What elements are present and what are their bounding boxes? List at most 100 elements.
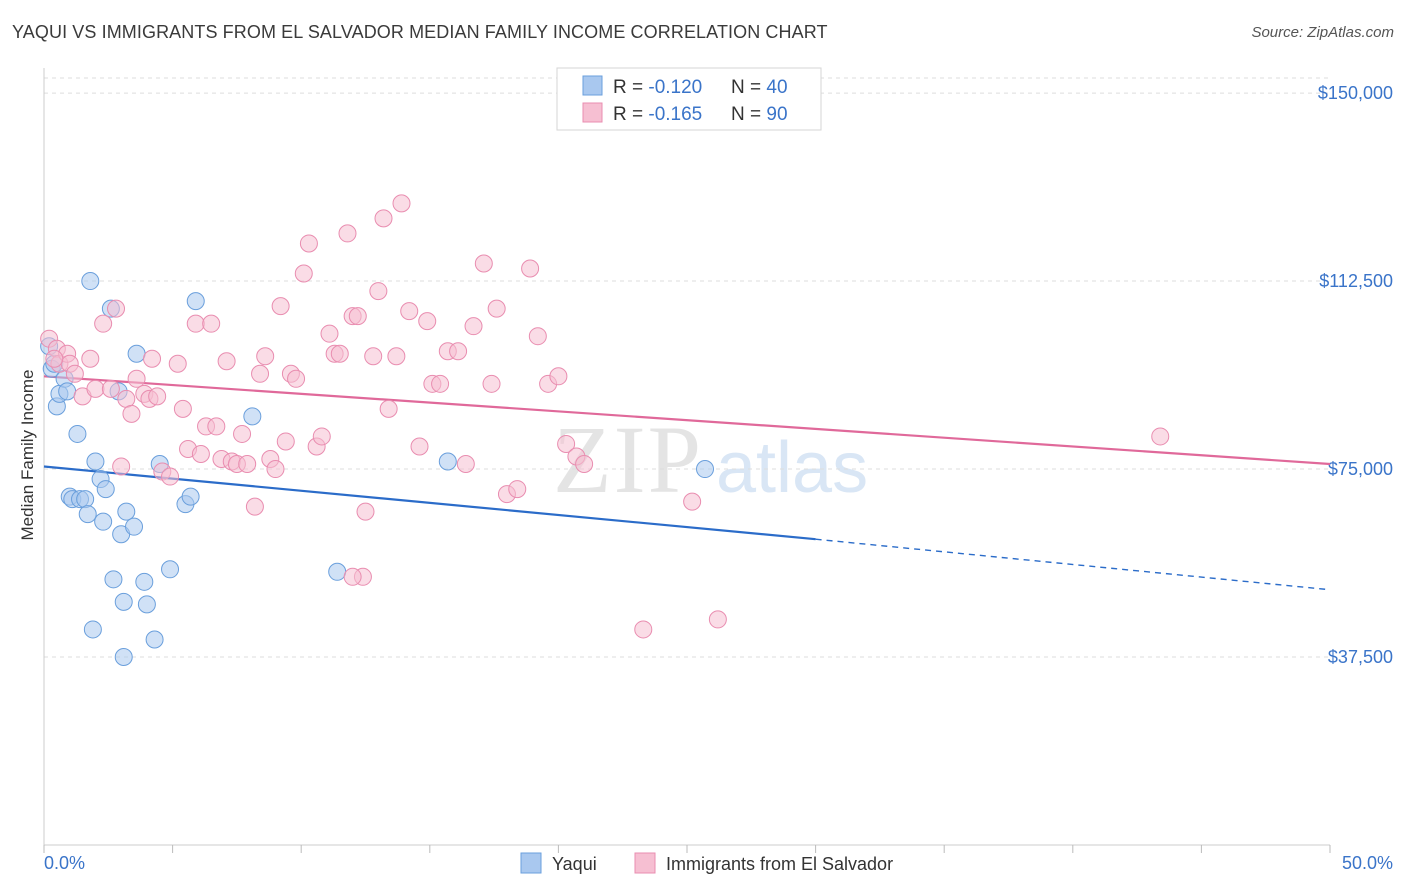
source-label: Source: ZipAtlas.com: [1251, 24, 1394, 41]
stats-n-label-2: N =: [731, 104, 766, 125]
elsalvador-point-75: [508, 480, 527, 499]
elsalvador-point-77: [528, 327, 547, 346]
legend-swatch-elsalvador: [634, 852, 656, 874]
y-axis-label: Median Family Income: [18, 369, 37, 540]
y-tick-label-3: $150,000: [1318, 83, 1393, 103]
yaqui-point-11: [76, 490, 95, 509]
elsalvador-point-64: [418, 312, 437, 331]
elsalvador-point-22: [168, 354, 187, 373]
yaqui-point-6: [58, 382, 77, 401]
yaqui-point-23: [117, 502, 136, 521]
x-ticks: [43, 845, 1331, 853]
elsalvador-point-9: [94, 314, 113, 333]
elsalvador-point-12: [112, 457, 131, 476]
stats-r-value-1: -0.120: [648, 77, 702, 98]
data-points: [40, 194, 1170, 667]
stats-swatch-yaqui: [582, 75, 603, 96]
yaqui-point-12: [78, 505, 97, 524]
yaqui-point-27: [137, 595, 156, 614]
elsalvador-point-84: [343, 567, 362, 586]
elsalvador-trend-line: [43, 375, 1331, 466]
elsalvador-point-73: [487, 299, 506, 318]
elsalvador-point-85: [634, 620, 653, 639]
legend-label-elsalvador: Immigrants from El Salvador: [666, 854, 893, 874]
stats-n-value-1: 40: [766, 77, 787, 98]
y-tick-labels: $37,500 $75,000 $112,500 $150,000: [1318, 83, 1393, 667]
chart-title: YAQUI VS IMMIGRANTS FROM EL SALVADOR MED…: [12, 22, 828, 42]
yaqui-point-37: [696, 460, 715, 479]
x-max-label: 50.0%: [1342, 853, 1393, 873]
yaqui-point-13: [81, 272, 100, 291]
elsalvador-point-11: [107, 299, 126, 318]
elsalvador-point-72: [482, 374, 501, 393]
elsalvador-point-62: [400, 302, 419, 321]
elsalvador-point-70: [464, 317, 483, 336]
elsalvador-point-8: [86, 379, 105, 398]
elsalvador-point-55: [356, 502, 375, 521]
elsalvador-point-21: [161, 467, 180, 486]
legend-swatch-yaqui: [520, 852, 542, 874]
yaqui-point-9: [68, 424, 87, 443]
y-tick-label-0: $37,500: [1328, 647, 1393, 667]
svg-text:R = -0.120: R = -0.120: [613, 77, 702, 98]
elsalvador-point-88: [1151, 427, 1170, 446]
elsalvador-point-42: [276, 432, 295, 451]
series-legend: Yaqui Immigrants from El Salvador: [520, 852, 893, 874]
yaqui-point-30: [161, 560, 180, 579]
elsalvador-point-49: [320, 324, 339, 343]
elsalvador-point-60: [387, 347, 406, 366]
stats-swatch-elsalvador: [582, 102, 603, 123]
elsalvador-point-79: [549, 367, 568, 386]
elsalvador-point-52: [338, 224, 357, 243]
yaqui-point-22: [114, 592, 133, 611]
elsalvador-point-37: [251, 364, 270, 383]
svg-text:N = 90: N = 90: [731, 104, 788, 125]
elsalvador-point-48: [312, 427, 331, 446]
elsalvador-point-76: [521, 259, 540, 278]
yaqui-point-17: [96, 480, 115, 499]
y-tick-label-1: $75,000: [1328, 459, 1393, 479]
watermark-atlas: atlas: [716, 428, 868, 508]
elsalvador-point-36: [245, 497, 264, 516]
elsalvador-point-13: [117, 389, 136, 408]
elsalvador-point-51: [330, 344, 349, 363]
elsalvador-point-66: [431, 374, 450, 393]
elsalvador-point-63: [410, 437, 429, 456]
stats-r-value-2: -0.165: [648, 104, 702, 125]
elsalvador-point-87: [708, 610, 727, 629]
elsalvador-point-56: [364, 347, 383, 366]
elsalvador-point-26: [191, 444, 210, 463]
elsalvador-point-61: [392, 194, 411, 213]
elsalvador-point-54: [348, 307, 367, 326]
yaqui-point-28: [145, 630, 164, 649]
elsalvador-point-71: [474, 254, 493, 273]
elsalvador-point-82: [575, 455, 594, 474]
elsalvador-point-68: [449, 342, 468, 361]
elsalvador-point-14: [122, 404, 141, 423]
elsalvador-point-23: [173, 399, 192, 418]
elsalvador-point-80: [557, 434, 576, 453]
svg-text:N = 40: N = 40: [731, 77, 788, 98]
yaqui-point-19: [104, 570, 123, 589]
elsalvador-point-38: [256, 347, 275, 366]
elsalvador-point-34: [233, 424, 252, 443]
elsalvador-point-10: [101, 379, 120, 398]
yaqui-point-39: [114, 648, 133, 667]
y-tick-label-2: $112,500: [1319, 271, 1393, 291]
yaqui-point-33: [186, 292, 205, 311]
elsalvador-point-44: [287, 369, 306, 388]
elsalvador-point-45: [294, 264, 313, 283]
stats-legend: R = -0.120 N = 40 R = -0.165 N = 90: [556, 67, 822, 131]
elsalvador-point-25: [186, 314, 205, 333]
elsalvador-point-7: [81, 349, 100, 368]
yaqui-point-35: [328, 562, 347, 581]
stats-n-label-1: N =: [731, 77, 766, 98]
yaqui-point-16: [94, 512, 113, 531]
stats-r-label-2: R =: [613, 104, 648, 125]
yaqui-point-14: [86, 452, 105, 471]
x-min-label: 0.0%: [44, 853, 85, 873]
elsalvador-point-40: [266, 460, 285, 479]
stats-n-value-2: 90: [766, 104, 787, 125]
yaqui-point-32: [181, 487, 200, 506]
